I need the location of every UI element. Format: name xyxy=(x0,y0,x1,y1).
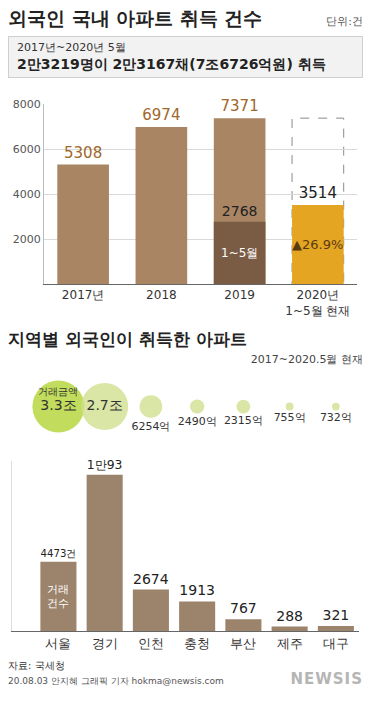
svg-text:1913: 1913 xyxy=(179,582,215,598)
svg-text:2019: 2019 xyxy=(224,288,255,302)
html-text:외국인 국내 아파트 취득 건수: 외국인 국내 아파트 취득 건수 xyxy=(8,7,263,29)
svg-text:2768: 2768 xyxy=(222,203,258,219)
html-text:20.08.03 안지혜 그래픽 기자 hokma@news: 20.08.03 안지혜 그래픽 기자 hokma@newsis.com xyxy=(8,676,224,686)
html-text:지역별 외국인이 취득한 아파트: 지역별 외국인이 취득한 아파트 xyxy=(8,329,247,349)
svg-text:321: 321 xyxy=(323,607,350,623)
svg-text:2018: 2018 xyxy=(146,288,177,302)
svg-text:경기: 경기 xyxy=(92,636,118,651)
svg-text:충청: 충청 xyxy=(184,636,210,651)
svg-text:인천: 인천 xyxy=(138,636,164,651)
html-text:2017년~2020년 5월: 2017년~2020년 5월 xyxy=(17,41,126,54)
svg-text:7371: 7371 xyxy=(221,97,259,115)
html-text:2만3219명이 2만3167채(7조6726억원) 취득: 2만3219명이 2만3167채(7조6726억원) 취득 xyxy=(17,56,326,72)
svg-text:767: 767 xyxy=(230,600,257,616)
svg-text:6000: 6000 xyxy=(13,143,41,156)
svg-text:1~5월: 1~5월 xyxy=(221,246,258,260)
svg-text:755억: 755억 xyxy=(274,411,306,424)
html-text:자료: 국세청: 자료: 국세청 xyxy=(8,660,65,671)
svg-text:4000: 4000 xyxy=(13,188,41,201)
svg-text:3514: 3514 xyxy=(299,184,337,202)
svg-text:제주: 제주 xyxy=(277,636,303,651)
svg-text:서울: 서울 xyxy=(45,636,71,651)
svg-text:732억: 732억 xyxy=(320,411,352,424)
svg-text:거래금액: 거래금액 xyxy=(38,386,78,397)
svg-text:2315억: 2315억 xyxy=(224,414,263,427)
svg-text:2674: 2674 xyxy=(133,571,169,587)
html-text:NEWSIS: NEWSIS xyxy=(290,670,363,688)
svg-text:2.7조: 2.7조 xyxy=(87,397,123,413)
svg-text:6254억: 6254억 xyxy=(131,420,170,433)
html-text:단위:건: 단위:건 xyxy=(326,15,363,28)
svg-text:2017년: 2017년 xyxy=(62,288,105,302)
svg-text:1만93: 1만93 xyxy=(87,457,123,472)
svg-text:6974: 6974 xyxy=(142,106,180,124)
svg-text:2000: 2000 xyxy=(13,233,41,246)
svg-text:288: 288 xyxy=(276,608,303,624)
svg-text:3.3조: 3.3조 xyxy=(40,397,76,413)
svg-text:5308: 5308 xyxy=(64,144,102,162)
html-text:2017~2020.5월 현재: 2017~2020.5월 현재 xyxy=(250,353,363,366)
svg-text:2020년1~5월 현재: 2020년1~5월 현재 xyxy=(285,288,350,318)
svg-text:거래건수: 거래건수 xyxy=(47,583,69,610)
svg-text:8000: 8000 xyxy=(13,98,41,111)
svg-text:부산: 부산 xyxy=(230,636,256,651)
svg-text:▲26.9%: ▲26.9% xyxy=(292,237,343,252)
svg-text:대구: 대구 xyxy=(323,636,349,651)
svg-text:2490억: 2490억 xyxy=(178,415,217,428)
svg-text:4473건: 4473건 xyxy=(40,548,76,559)
